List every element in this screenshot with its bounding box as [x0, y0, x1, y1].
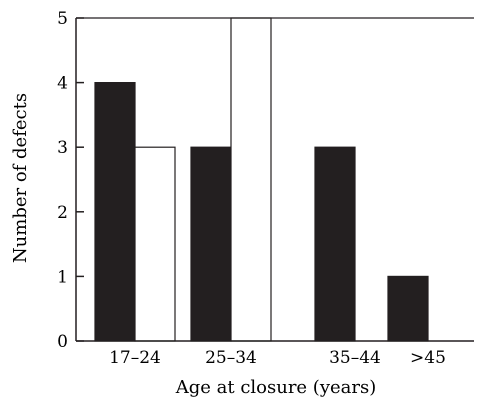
x-axis-title: Age at closure (years)	[175, 377, 377, 398]
x-tick-label-3: >45	[410, 348, 446, 368]
bar-series1-3	[387, 275, 429, 342]
y-tick-label-4: 4	[57, 74, 68, 94]
bar-series2-0	[134, 146, 176, 342]
y-tick-label-0: 0	[57, 332, 68, 352]
y-tick-label-2: 2	[57, 203, 68, 223]
bar-series2-1	[230, 17, 272, 342]
y-axis-title: Number of defects	[10, 93, 31, 263]
bar-series1-0	[94, 81, 136, 342]
y-tick-label-3: 3	[57, 138, 68, 158]
y-tick-label-1: 1	[57, 267, 68, 287]
x-tick-label-1: 25–34	[205, 348, 257, 368]
plot-area: 0 1 2 3 4 5 17–24 25–34 35–44 >45	[57, 9, 474, 368]
x-tick-label-0: 17–24	[109, 348, 161, 368]
x-tick-label-2: 35–44	[329, 348, 381, 368]
bar-series1-1	[190, 146, 232, 342]
bar-series1-2	[314, 146, 356, 342]
y-tick-label-5: 5	[57, 9, 68, 29]
